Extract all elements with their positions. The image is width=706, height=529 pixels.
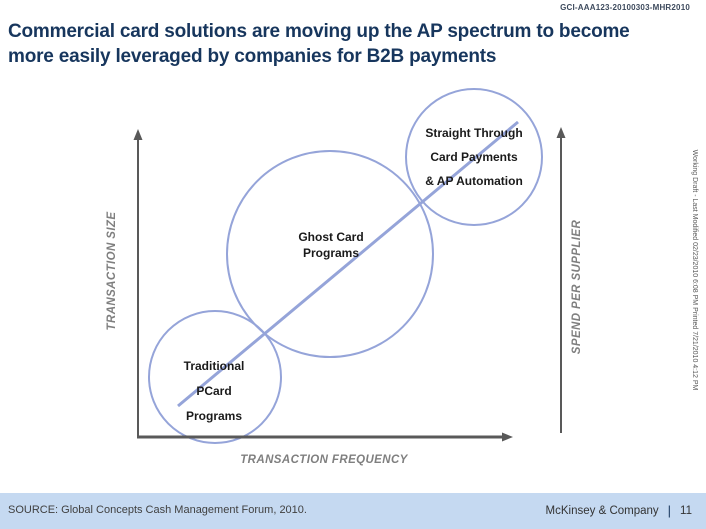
- slide-title: Commercial card solutions are moving up …: [8, 19, 698, 69]
- bubble-label-line: Traditional: [183, 359, 245, 373]
- trend-line: [177, 120, 519, 408]
- slide-title-line-1: Commercial card solutions are moving up …: [8, 21, 630, 42]
- bubble-straight-through: [405, 88, 543, 226]
- footer-divider: |: [667, 503, 672, 518]
- bubble-traditional-pcard: [148, 310, 282, 444]
- bubble-label-line: Ghost Card: [298, 230, 364, 244]
- bubble-label-straight-through: Straight Through Card Payments & AP Auto…: [394, 121, 554, 193]
- bubble-label-line: Straight Through: [425, 126, 523, 140]
- y-axis-right-arrow-icon: [556, 127, 566, 138]
- x-axis-label: TRANSACTION FREQUENCY: [240, 454, 408, 466]
- bubble-label-line: & AP Automation: [425, 174, 523, 188]
- bubble-label-traditional-pcard: Traditional PCard Programs: [144, 354, 284, 429]
- y-axis-left-label: TRANSACTION SIZE: [106, 211, 118, 331]
- x-axis-arrow-icon: [502, 432, 513, 442]
- source-note: SOURCE: Global Concepts Cash Management …: [8, 504, 307, 516]
- footer-bar: SOURCE: Global Concepts Cash Management …: [0, 493, 706, 529]
- page-number: 11: [680, 504, 692, 517]
- y-axis-left-arrow-icon: [133, 129, 143, 140]
- document-id: GCI-AAA123-20100303-MHR2010: [560, 3, 690, 12]
- working-draft-note: Working Draft - Last Modified 02/23/2010…: [691, 149, 698, 391]
- footer-right: McKinsey & Company | 11: [546, 503, 692, 518]
- slide-title-line-2: more easily leveraged by companies for B…: [8, 46, 497, 67]
- bubble-label-line: Programs: [185, 409, 243, 423]
- bubble-label-ghost-card: Ghost Card Programs: [261, 229, 401, 261]
- y-axis-right-label: SPEND PER SUPPLIER: [571, 219, 583, 355]
- bubble-label-line: Programs: [302, 246, 360, 260]
- company-logotype: McKinsey & Company: [545, 504, 659, 517]
- bubble-label-line: Card Payments: [430, 150, 518, 164]
- bubble-label-line: PCard: [196, 384, 232, 398]
- bubble-ghost-card: [226, 150, 434, 358]
